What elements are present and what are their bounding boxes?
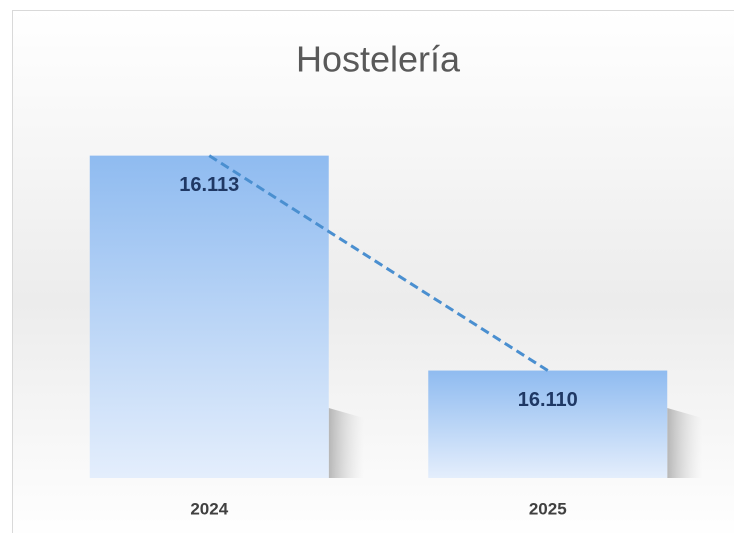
bar-shadow xyxy=(667,408,703,478)
shadow-layer xyxy=(328,408,703,478)
trendline xyxy=(208,154,549,372)
bar-shadow xyxy=(328,408,364,478)
value-label: 16.113 xyxy=(179,174,239,196)
x-tick-label: 2024 xyxy=(190,499,228,518)
bar xyxy=(89,155,329,479)
chart-title: Hostelería xyxy=(296,39,461,80)
bar xyxy=(428,370,668,478)
value-label: 16.110 xyxy=(518,389,578,411)
x-tick-label: 2025 xyxy=(529,499,567,518)
